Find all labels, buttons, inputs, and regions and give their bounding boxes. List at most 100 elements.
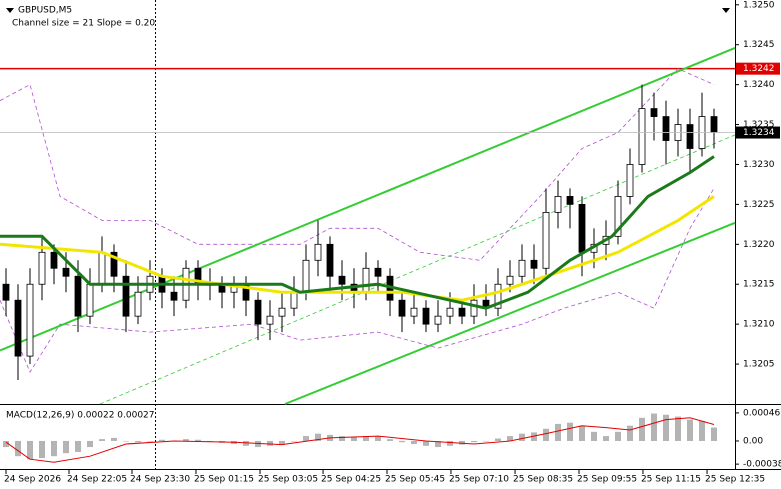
indicator-line bbox=[0, 195, 715, 302]
candle-body bbox=[50, 251, 58, 269]
y-tick-label: 0.00046 bbox=[743, 408, 780, 418]
candle-body bbox=[374, 267, 382, 277]
x-tick-label: 24 Sep 22:05 bbox=[67, 475, 127, 485]
macd-bar bbox=[183, 439, 189, 441]
y-tick-label: 1.3250 bbox=[743, 0, 775, 10]
macd-bar bbox=[399, 440, 405, 443]
macd-bar bbox=[255, 440, 261, 448]
signal-line bbox=[5, 417, 715, 463]
macd-bar bbox=[123, 440, 129, 442]
candle-body bbox=[38, 251, 46, 285]
macd-bar bbox=[243, 440, 249, 446]
macd-bar bbox=[663, 414, 669, 441]
macd-bar bbox=[111, 437, 117, 441]
chart-title: GBPUSD,M5 bbox=[18, 6, 72, 16]
indicator-line bbox=[0, 188, 715, 373]
macd-bar bbox=[315, 433, 321, 441]
macd-bar bbox=[687, 419, 693, 441]
candle-body bbox=[338, 275, 346, 285]
candle-body bbox=[254, 299, 262, 325]
macd-bar bbox=[303, 436, 309, 441]
macd-bar bbox=[147, 440, 153, 442]
candle-body bbox=[458, 307, 466, 317]
y-tick-label: 1.3220 bbox=[743, 240, 775, 250]
candle-body bbox=[566, 196, 574, 205]
y-tick-label: 1.3210 bbox=[743, 320, 775, 330]
macd-bar bbox=[543, 428, 549, 441]
x-tick-label: 25 Sep 12:35 bbox=[705, 475, 765, 485]
macd-bar bbox=[363, 436, 369, 441]
menu-icon bbox=[722, 8, 730, 13]
y-tick-label: 1.3235 bbox=[743, 120, 775, 130]
candle-body bbox=[362, 267, 370, 293]
macd-bar bbox=[483, 440, 489, 442]
macd-bar bbox=[411, 440, 417, 445]
candle-body bbox=[278, 307, 286, 317]
indicator-line bbox=[284, 221, 736, 405]
macd-bar bbox=[567, 422, 573, 441]
candle-body bbox=[170, 291, 178, 301]
candle-body bbox=[74, 275, 82, 317]
y-tick-label: 1.3205 bbox=[743, 360, 775, 370]
macd-bar bbox=[675, 416, 681, 441]
macd-bar bbox=[507, 436, 513, 441]
macd-bar bbox=[627, 425, 633, 441]
macd-bar bbox=[75, 440, 81, 452]
candle-body bbox=[302, 259, 310, 293]
macd-bar bbox=[99, 439, 105, 441]
macd-bar bbox=[447, 440, 453, 446]
y-tick-label: 1.3240 bbox=[743, 80, 775, 90]
candle-body bbox=[86, 283, 94, 317]
candle-body bbox=[626, 164, 634, 197]
macd-bar bbox=[51, 440, 57, 457]
y-tick-label: 1.3245 bbox=[743, 40, 775, 50]
macd-bar bbox=[375, 436, 381, 441]
candle-body bbox=[398, 299, 406, 317]
macd-bar bbox=[519, 433, 525, 441]
candle-body bbox=[686, 124, 694, 149]
candle-body bbox=[266, 315, 274, 325]
candle-body bbox=[62, 267, 70, 277]
candle-body bbox=[422, 307, 430, 325]
candle-body bbox=[434, 315, 442, 325]
candle-body bbox=[554, 196, 562, 213]
candle-body bbox=[110, 251, 118, 277]
x-tick-label: 25 Sep 01:15 bbox=[194, 475, 254, 485]
macd-bar bbox=[711, 427, 717, 441]
level-label-box bbox=[736, 62, 780, 75]
candle-body bbox=[98, 251, 106, 285]
macd-bar bbox=[3, 440, 9, 448]
macd-bar bbox=[291, 440, 297, 442]
last-price-label: 1.3234 bbox=[743, 128, 775, 138]
macd-bar bbox=[495, 438, 501, 441]
macd-bar bbox=[87, 440, 93, 448]
candle-body bbox=[614, 196, 622, 237]
macd-bar bbox=[63, 440, 69, 454]
x-tick-label: 25 Sep 08:35 bbox=[513, 475, 573, 485]
menu-icon bbox=[6, 8, 14, 13]
indicator-line bbox=[0, 155, 715, 310]
macd-bar bbox=[699, 420, 705, 441]
macd-bar bbox=[279, 440, 285, 445]
candle-body bbox=[638, 108, 646, 165]
macd-bar bbox=[159, 439, 165, 441]
candle-body bbox=[2, 283, 10, 301]
macd-bar bbox=[615, 431, 621, 441]
candle-body bbox=[710, 116, 718, 133]
macd-bar bbox=[639, 417, 645, 441]
macd-bar bbox=[267, 440, 273, 446]
candle-body bbox=[134, 291, 142, 317]
level-label: 1.3242 bbox=[743, 64, 775, 74]
x-tick-label: 25 Sep 07:10 bbox=[449, 475, 509, 485]
macd-bar bbox=[423, 440, 429, 446]
macd-bar bbox=[531, 432, 537, 441]
macd-bar bbox=[603, 436, 609, 441]
x-tick-label: 24 Sep 23:30 bbox=[130, 475, 190, 485]
y-tick-label: -0.00038 bbox=[743, 460, 781, 470]
candle-body bbox=[530, 259, 538, 269]
x-tick-label: 25 Sep 05:45 bbox=[385, 475, 445, 485]
macd-bar bbox=[435, 440, 441, 448]
candle-body bbox=[410, 307, 418, 317]
x-tick-label: 25 Sep 09:55 bbox=[577, 475, 637, 485]
